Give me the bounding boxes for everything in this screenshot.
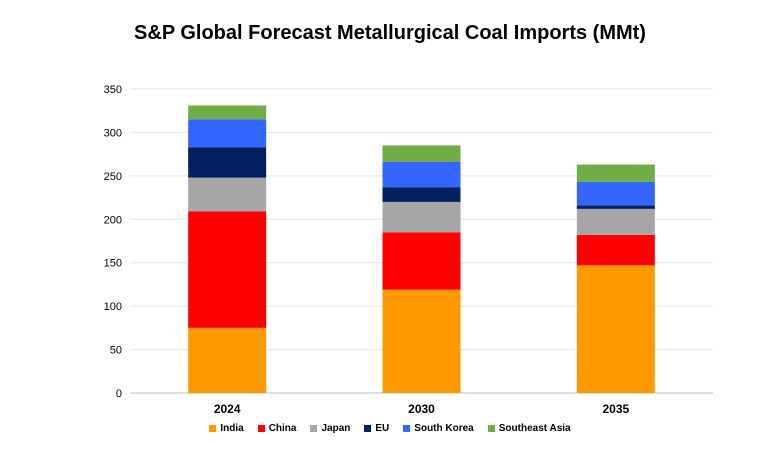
bar-segment bbox=[576, 265, 655, 393]
legend-swatch bbox=[403, 425, 411, 432]
bar-segment bbox=[576, 205, 655, 209]
legend-label: India bbox=[220, 423, 244, 434]
y-tick-label: 300 bbox=[104, 127, 122, 139]
legend-item: India bbox=[209, 423, 244, 434]
legend-swatch bbox=[364, 425, 372, 432]
y-tick-label: 100 bbox=[104, 301, 122, 313]
y-tick-label: 150 bbox=[104, 258, 122, 270]
legend-item: South Korea bbox=[403, 423, 474, 434]
chart-legend: India China Japan EU South Korea Southeast As… bbox=[0, 423, 780, 434]
x-tick-label: 2030 bbox=[408, 402, 435, 416]
legend-swatch bbox=[487, 425, 495, 432]
chart-title: S&P Global Forecast Metallurgical Coal I… bbox=[134, 22, 646, 44]
y-tick-label: 350 bbox=[104, 84, 122, 96]
legend-item: Japan bbox=[310, 423, 350, 434]
bar-segment bbox=[382, 187, 461, 202]
bar-segment bbox=[382, 161, 461, 188]
legend-label: EU bbox=[375, 423, 390, 434]
y-tick-label: 250 bbox=[104, 171, 122, 183]
legend-swatch bbox=[310, 425, 318, 432]
y-tick-label: 200 bbox=[104, 214, 122, 226]
y-tick-label: 50 bbox=[110, 345, 122, 357]
bar-segment bbox=[382, 145, 461, 162]
legend-item: EU bbox=[364, 423, 389, 434]
bar-segment bbox=[188, 105, 267, 120]
bar-segment bbox=[382, 232, 461, 290]
bar-segment bbox=[382, 201, 461, 233]
legend-swatch bbox=[209, 425, 217, 432]
bar-segment bbox=[382, 289, 461, 393]
bar-segment bbox=[576, 208, 655, 235]
legend-label: Southeast Asia bbox=[498, 423, 571, 434]
bar-segment bbox=[188, 119, 267, 148]
bar-segment bbox=[188, 211, 267, 328]
legend-swatch bbox=[257, 425, 265, 432]
legend-label: South Korea bbox=[414, 423, 474, 434]
bar-segment bbox=[576, 181, 655, 206]
bar-segment bbox=[576, 234, 655, 266]
bar-segment bbox=[576, 164, 655, 182]
bar-segment bbox=[188, 177, 267, 212]
x-tick-label: 2024 bbox=[214, 402, 241, 416]
bar-segment bbox=[188, 147, 267, 178]
legend-label: China bbox=[268, 423, 297, 434]
x-tick-label: 2035 bbox=[602, 402, 629, 416]
y-tick-label: 0 bbox=[116, 388, 122, 400]
legend-item: Southeast Asia bbox=[487, 423, 571, 434]
bar-segment bbox=[188, 327, 267, 393]
legend-item: China bbox=[257, 423, 297, 434]
legend-label: Japan bbox=[321, 423, 351, 434]
